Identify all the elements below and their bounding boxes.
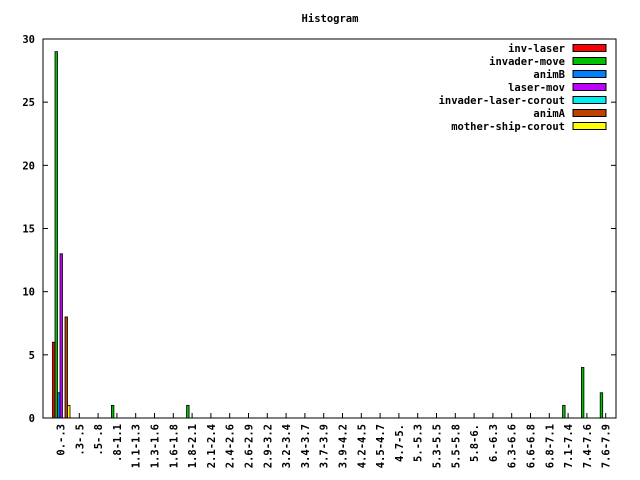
y-tick-label: 5 [29,350,35,362]
legend-swatch [572,96,607,104]
legend-label: mother-ship-corout [451,121,565,133]
x-tick-label: 5.5-5.8 [450,424,462,468]
x-tick-label: 2.9-3.2 [262,424,274,468]
x-tick-label: 2.1-2.4 [206,424,218,468]
x-tick-label: 5.-5.3 [413,424,425,462]
chart-title: Histogram [302,13,359,25]
bar-invader-move [111,404,115,419]
x-tick-label: .5-.8 [93,424,105,456]
legend-swatch [572,57,607,65]
x-tick-label: 1.6-1.8 [168,424,180,468]
x-tick-label: 4.7-5. [394,424,406,462]
bar-invader-move [562,404,566,419]
x-tick-label: .3-.5 [74,424,86,456]
x-tick-label: 1.8-2.1 [187,424,199,468]
legend-label: animB [533,69,565,81]
bar-invader-move [54,51,58,419]
x-tick-label: .8-1.1 [112,424,124,462]
x-tick-label: 7.6-7.9 [601,424,613,468]
axes: 0 5 10 15 20 25 30 0.-.3 .3-.5 .5-.8 .8-1.1 1.1-1.3… [22,34,617,468]
bar-invader-move [581,367,585,419]
x-tick-label: 5.3-5.5 [432,424,444,468]
legend-swatch [572,122,607,130]
x-tick-label: 1.1-1.3 [131,424,143,468]
plot-frame [42,38,617,419]
bars [52,51,604,419]
bar-animA [64,316,68,419]
legend-label: invader-laser-corout [439,95,565,107]
legend-label: animA [533,108,565,120]
legend-swatch [572,83,607,91]
x-tick-label: 4.2-4.5 [356,424,368,468]
x-tick-label: 2.6-2.9 [244,424,256,468]
bar-invader-move [599,392,604,419]
legend-swatch [572,44,607,52]
x-tick-label: 3.4-3.7 [300,424,312,468]
legend-label: invader-move [489,56,565,68]
y-tick-label: 20 [22,160,35,172]
y-tick-label: 0 [29,413,35,425]
x-tick-label: 7.4-7.6 [582,424,594,468]
legend-label: laser-mov [508,82,565,94]
y-tick-label: 30 [22,34,35,46]
y-tick-label: 15 [22,224,35,236]
x-tick-label: 4.5-4.7 [375,424,387,468]
x-tick-label: 6.3-6.6 [507,424,519,468]
bar-invader-move [186,404,190,419]
x-tick-label: 6.6-6.8 [526,424,538,468]
legend-swatch [572,109,607,117]
x-tick-label: 3.7-3.9 [319,424,331,468]
legend-swatch [572,70,607,78]
bar-mother-ship-corout [67,404,71,419]
bar-laser-mov [59,253,63,419]
x-tick-label: 7.1-7.4 [563,424,575,468]
legend-label: inv-laser [508,43,565,55]
legend: inv-laserinvader-moveanimBlaser-movinvad… [439,43,607,133]
y-tick-label: 10 [22,287,35,299]
y-tick-label: 25 [22,97,35,109]
x-tick-label: 0.-.3 [56,424,68,456]
x-tick-label: 3.9-4.2 [338,424,350,468]
x-tick-label: 5.8-6. [469,424,481,462]
x-tick-label: 3.2-3.4 [281,424,293,468]
x-tick-label: 6.-6.3 [488,424,500,462]
x-tick-label: 1.3-1.6 [150,424,162,468]
x-tick-label: 2.4-2.6 [225,424,237,468]
x-tick-label: 6.8-7.1 [544,424,556,468]
